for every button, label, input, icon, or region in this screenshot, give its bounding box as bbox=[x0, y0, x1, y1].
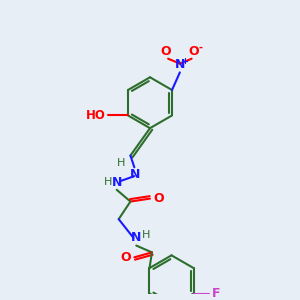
Text: H: H bbox=[104, 177, 112, 187]
Text: N: N bbox=[175, 58, 185, 71]
Text: HO: HO bbox=[85, 109, 106, 122]
Text: H: H bbox=[142, 230, 150, 240]
Text: O: O bbox=[161, 45, 172, 58]
Text: O: O bbox=[188, 45, 199, 58]
Text: N: N bbox=[112, 176, 122, 189]
Text: -: - bbox=[198, 43, 203, 53]
Text: +: + bbox=[181, 56, 188, 65]
Text: H: H bbox=[117, 158, 125, 167]
Text: N: N bbox=[131, 231, 142, 244]
Text: N: N bbox=[130, 168, 140, 181]
Text: F: F bbox=[212, 287, 220, 300]
Text: O: O bbox=[121, 251, 131, 264]
Text: O: O bbox=[153, 192, 164, 205]
